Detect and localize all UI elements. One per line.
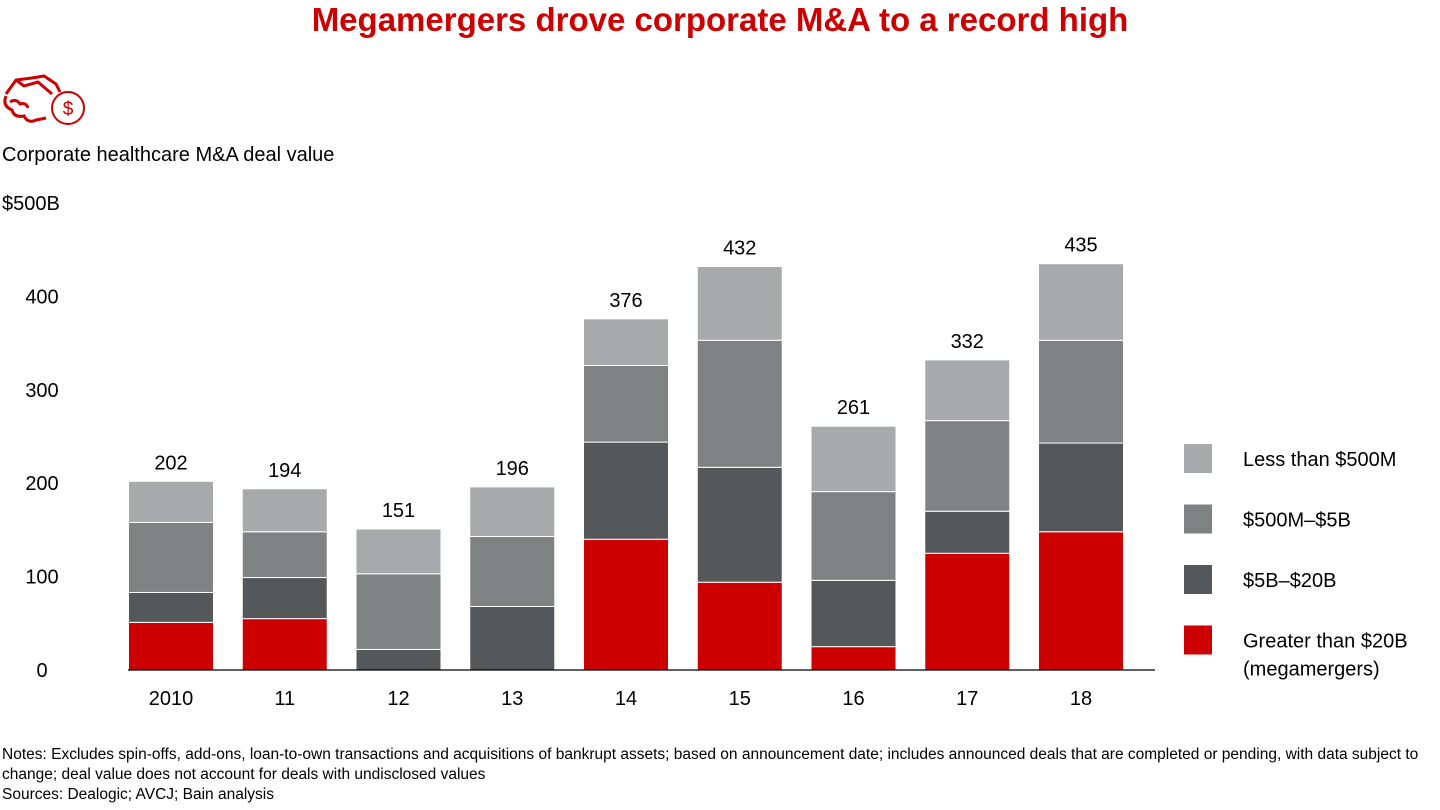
bar-segment bbox=[696, 466, 783, 583]
bar-segment bbox=[1038, 531, 1124, 671]
bar-segment bbox=[241, 618, 328, 671]
bar-total-label: 194 bbox=[268, 460, 301, 482]
bar-segment bbox=[241, 577, 328, 620]
bar-segment bbox=[128, 521, 214, 593]
bar-total-label: 432 bbox=[723, 238, 756, 260]
bar-segment bbox=[696, 266, 783, 341]
bar-segment bbox=[469, 486, 556, 537]
bar-total-label: 151 bbox=[382, 500, 415, 522]
x-tick-label: 18 bbox=[1070, 688, 1092, 710]
x-tick-label: 2010 bbox=[149, 688, 194, 710]
y-tick-label: 100 bbox=[25, 567, 58, 589]
handshake-dollar-icon: $ bbox=[2, 72, 92, 133]
x-tick-label: 17 bbox=[956, 688, 978, 710]
bar-segment bbox=[128, 480, 214, 523]
bar-segment bbox=[810, 491, 897, 581]
bar-total-label: 376 bbox=[609, 290, 642, 312]
bar-segment bbox=[128, 621, 214, 671]
legend-swatch bbox=[1184, 504, 1212, 534]
bar-segment bbox=[469, 535, 556, 607]
bar-segment bbox=[810, 646, 897, 671]
bar-segment bbox=[241, 531, 328, 579]
bar-segment bbox=[583, 365, 669, 443]
bar-total-label: 202 bbox=[154, 452, 187, 474]
bar-segment bbox=[583, 441, 669, 540]
y-tick-label: 400 bbox=[25, 286, 58, 308]
legend-swatch bbox=[1184, 565, 1212, 594]
chart-notes: Notes: Excludes spin-offs, add-ons, loan… bbox=[2, 745, 1422, 805]
bar-segment bbox=[810, 425, 897, 493]
bar-segment bbox=[583, 538, 669, 671]
x-tick-label: 12 bbox=[387, 688, 409, 710]
bar-segment bbox=[241, 488, 328, 533]
bar-segment bbox=[355, 528, 442, 575]
y-tick-label: $500B bbox=[2, 193, 60, 215]
bar-segment bbox=[696, 339, 783, 468]
bar-segment bbox=[924, 510, 1011, 554]
bar-segment bbox=[583, 318, 669, 367]
bar-segment bbox=[810, 579, 897, 648]
legend-label: Greater than $20B bbox=[1243, 631, 1408, 653]
bar-total-label: 196 bbox=[496, 458, 529, 480]
x-tick-label: 13 bbox=[501, 688, 523, 710]
legend-swatch bbox=[1184, 625, 1212, 655]
bar-segment bbox=[1038, 263, 1124, 341]
legend-label: Less than $500M bbox=[1243, 449, 1396, 471]
svg-text:$: $ bbox=[63, 99, 74, 120]
bar-segment bbox=[924, 552, 1011, 671]
chart-title: Megamergers drove corporate M&A to a rec… bbox=[311, 1, 1129, 38]
legend-label: $500M–$5B bbox=[1243, 510, 1351, 532]
y-tick-label: 0 bbox=[36, 660, 47, 682]
bar-total-label: 332 bbox=[951, 331, 984, 353]
bar-total-label: 435 bbox=[1064, 235, 1097, 257]
x-tick-label: 14 bbox=[615, 688, 637, 710]
bar-segment bbox=[355, 648, 442, 671]
y-tick-label: 300 bbox=[25, 380, 58, 402]
bar-segment bbox=[924, 359, 1011, 422]
x-tick-label: 16 bbox=[842, 688, 864, 710]
bar-segment bbox=[924, 420, 1011, 512]
legend-label-cont: (megamergers) bbox=[1243, 659, 1380, 681]
bar-segment bbox=[128, 591, 214, 623]
bar-segment bbox=[1038, 339, 1124, 444]
notes-text: Notes: Excludes spin-offs, add-ons, loan… bbox=[2, 746, 1419, 783]
sources-text: Sources: Dealogic; AVCJ; Bain analysis bbox=[2, 786, 274, 803]
y-tick-label: 200 bbox=[25, 473, 58, 495]
chart-subtitle: Corporate healthcare M&A deal value bbox=[2, 144, 335, 166]
bar-segment bbox=[1038, 442, 1124, 533]
bar-segment bbox=[355, 573, 442, 650]
bar-total-label: 261 bbox=[837, 397, 870, 419]
legend-label: $5B–$20B bbox=[1243, 570, 1336, 592]
legend-swatch bbox=[1184, 444, 1212, 473]
bar-segment bbox=[696, 581, 783, 671]
bar-segment bbox=[469, 605, 556, 671]
x-tick-label: 11 bbox=[274, 688, 295, 710]
x-tick-label: 15 bbox=[729, 688, 751, 710]
